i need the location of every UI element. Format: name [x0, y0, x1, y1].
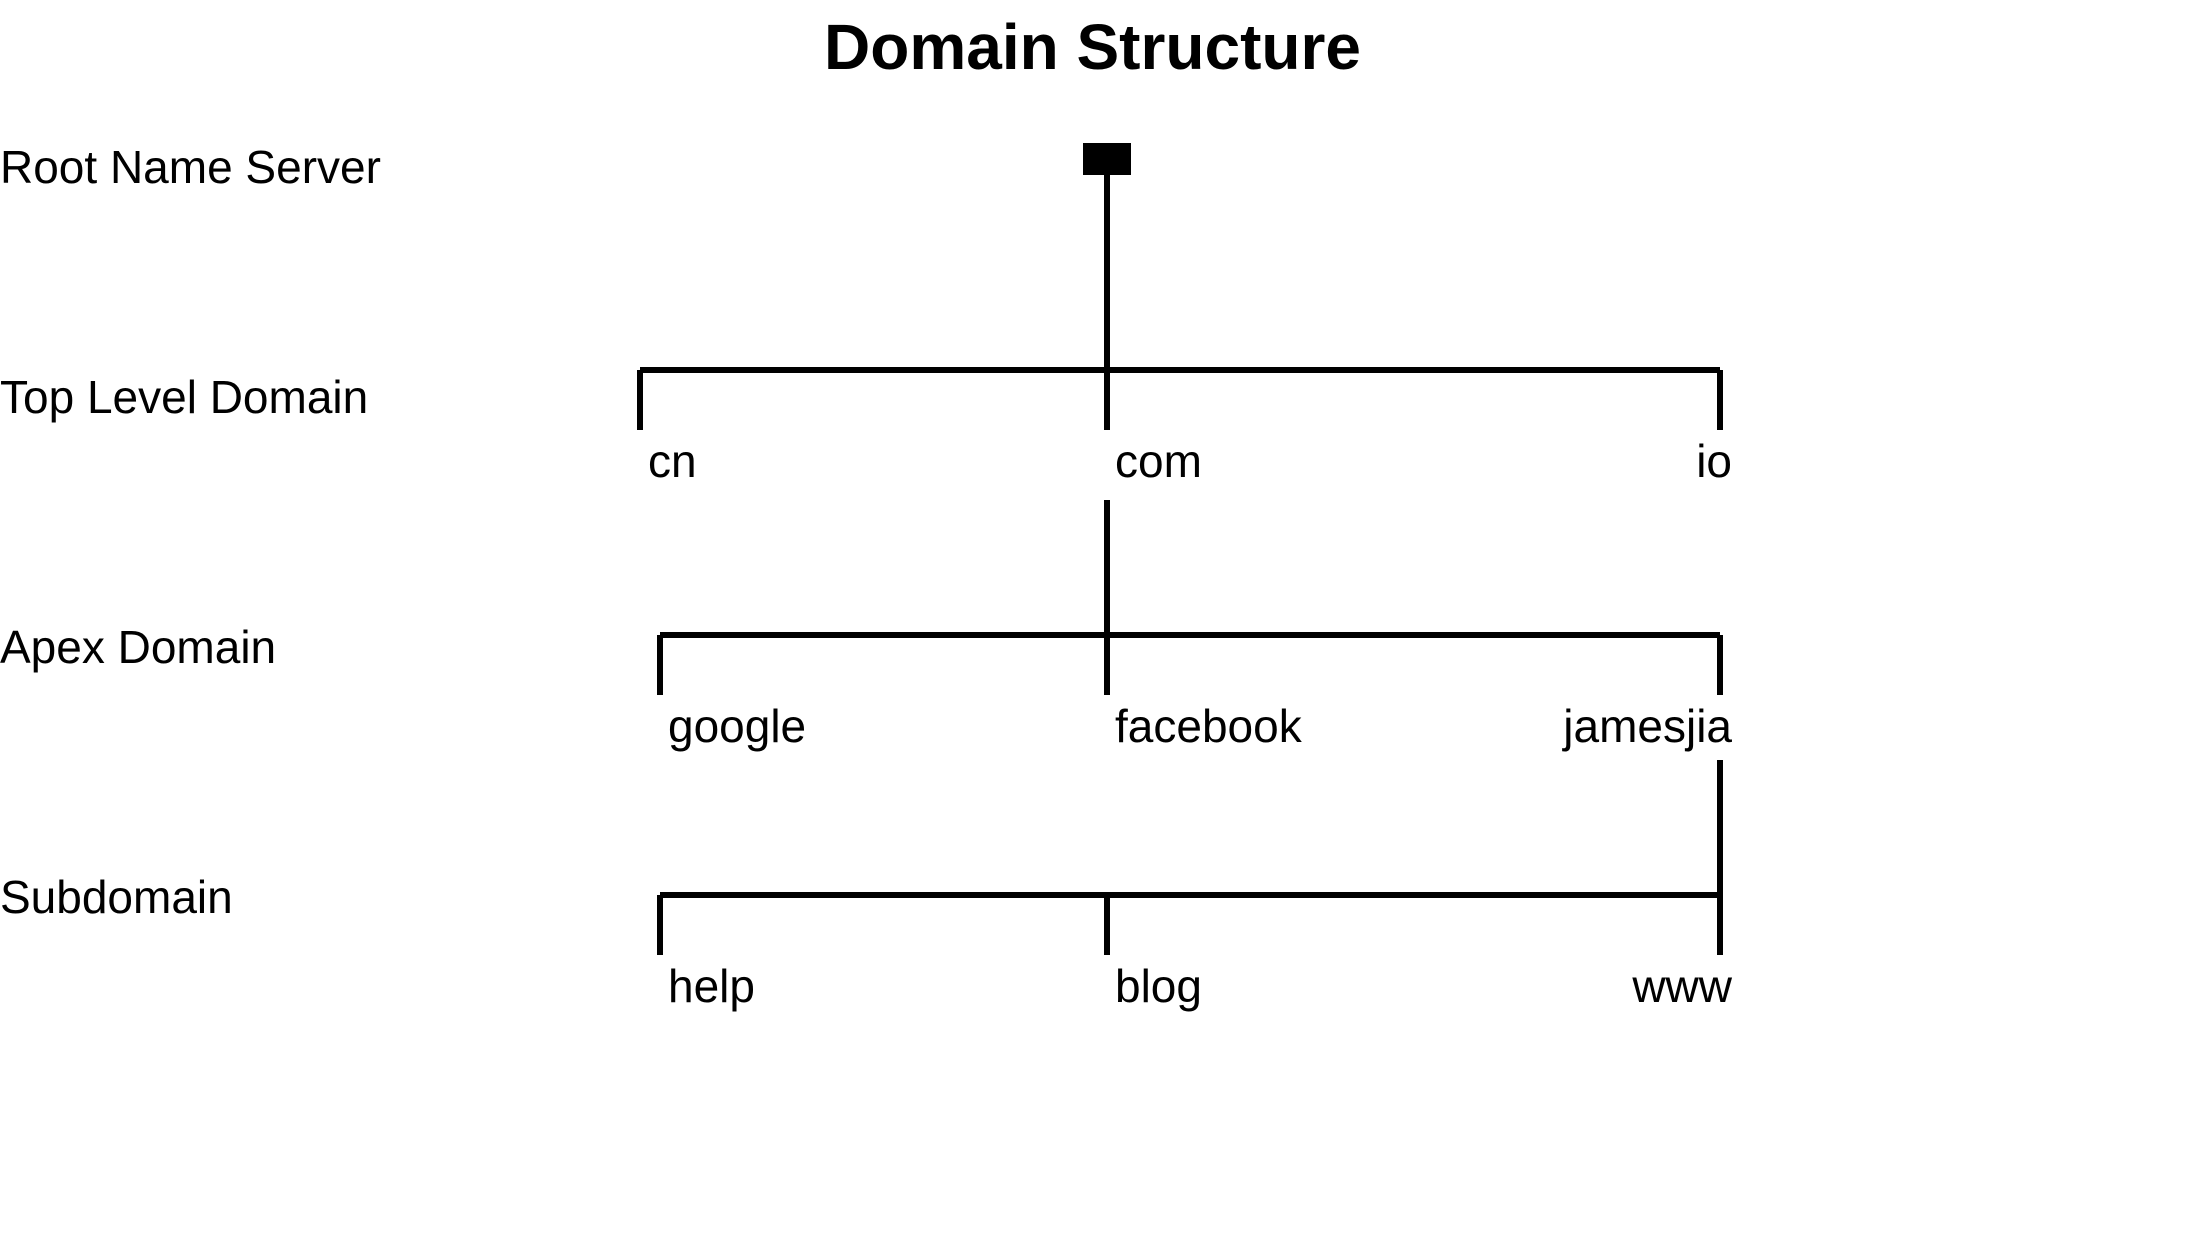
node-jamesjia: jamesjia [1563, 699, 1732, 753]
node-io: io [1696, 434, 1732, 488]
node-help: help [668, 959, 755, 1013]
diagram-stage: Domain Structure Root Name ServerTop Lev… [0, 0, 2185, 1245]
node-com: com [1115, 434, 1202, 488]
row-label-apex: Apex Domain [0, 620, 276, 674]
node-facebook: facebook [1115, 699, 1302, 753]
row-label-tld: Top Level Domain [0, 370, 368, 424]
row-label-sub: Subdomain [0, 870, 233, 924]
node-cn: cn [648, 434, 697, 488]
node-blog: blog [1115, 959, 1202, 1013]
node-google: google [668, 699, 806, 753]
node-www: www [1632, 959, 1732, 1013]
row-label-root: Root Name Server [0, 140, 381, 194]
root-node-icon [1083, 143, 1131, 175]
